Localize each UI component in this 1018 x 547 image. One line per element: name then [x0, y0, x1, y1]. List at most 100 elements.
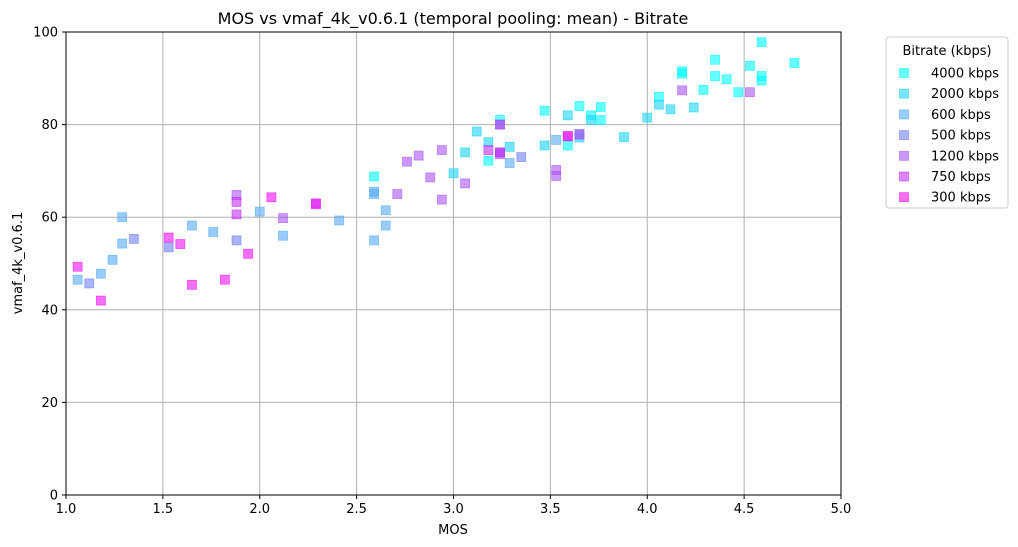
data-point	[562, 131, 573, 142]
x-tick-label: 1.5	[153, 502, 174, 517]
y-tick-label: 80	[41, 118, 58, 133]
data-point	[586, 115, 596, 125]
series-2000-kbps	[448, 99, 699, 179]
legend-label: 4000 kbps	[931, 67, 999, 82]
data-point	[562, 140, 573, 151]
data-point	[436, 194, 447, 205]
data-point	[551, 171, 562, 181]
data-point	[380, 220, 391, 231]
x-axis-ticks: 1.0 1.5 2.0 2.5 3.0 3.5 4.0 4.5 5.0	[56, 495, 852, 517]
data-point	[369, 189, 379, 199]
data-point	[243, 248, 254, 259]
legend-label: 2000 kbps	[931, 87, 999, 102]
x-tick-label: 2.5	[346, 502, 367, 517]
data-point	[574, 129, 585, 140]
data-point	[369, 171, 379, 182]
legend-label: 300 kbps	[931, 191, 991, 206]
data-point	[448, 168, 459, 179]
data-point	[665, 104, 676, 115]
legend-label: 500 kbps	[931, 129, 991, 144]
legend-title: Bitrate (kbps)	[902, 44, 991, 59]
data-point	[504, 158, 515, 168]
data-point	[117, 212, 128, 223]
data-point	[163, 242, 174, 253]
x-tick-label: 1.0	[56, 502, 77, 517]
data-point	[698, 84, 709, 95]
data-point	[688, 102, 699, 113]
data-point	[677, 85, 688, 96]
series-500-kbps	[84, 128, 585, 289]
data-point	[483, 155, 494, 166]
y-axis-label: vmaf_4k_v0.6.1	[11, 212, 26, 314]
legend-marker	[899, 88, 909, 99]
legend-marker	[899, 68, 909, 78]
data-point	[175, 239, 186, 249]
data-point	[619, 132, 629, 143]
y-tick-label: 0	[50, 489, 58, 504]
data-point	[95, 268, 106, 279]
data-point	[72, 261, 83, 272]
data-point	[653, 99, 664, 110]
y-tick-label: 60	[41, 211, 58, 226]
data-point	[392, 189, 403, 199]
data-point	[436, 145, 447, 155]
data-point	[721, 74, 732, 85]
series-750-kbps	[231, 119, 573, 220]
chart-title: MOS vs vmaf_4k_v0.6.1 (temporal pooling:…	[218, 9, 689, 29]
grid	[65, 31, 842, 496]
data-point	[495, 119, 505, 130]
data-point	[128, 234, 139, 244]
legend-marker	[899, 130, 909, 141]
data-point	[231, 197, 242, 207]
legend-label: 750 kbps	[931, 170, 991, 185]
data-point	[402, 156, 412, 167]
data-point	[745, 87, 755, 98]
data-point	[266, 192, 277, 203]
data-points	[72, 37, 800, 306]
x-tick-label: 5.0	[831, 502, 852, 517]
y-axis-ticks: 0 20 40 60 80 100	[33, 26, 66, 504]
data-point	[117, 238, 128, 249]
data-point	[231, 209, 242, 220]
data-point	[72, 274, 83, 285]
data-point	[471, 126, 482, 137]
x-tick-label: 2.0	[249, 502, 270, 517]
data-point	[460, 147, 471, 158]
data-point	[483, 145, 494, 155]
x-tick-label: 4.0	[637, 502, 658, 517]
data-point	[278, 213, 288, 224]
data-point	[504, 141, 515, 152]
series-600-kbps	[72, 119, 562, 285]
data-point	[574, 101, 585, 111]
x-axis-label: MOS	[438, 523, 468, 538]
data-point	[789, 58, 800, 68]
data-point	[208, 227, 219, 237]
data-point	[278, 230, 288, 241]
data-point	[334, 215, 345, 226]
data-point	[595, 115, 606, 125]
data-point	[733, 87, 744, 98]
data-point	[745, 60, 755, 71]
data-point	[369, 235, 379, 246]
data-point	[642, 112, 653, 123]
data-point	[380, 205, 391, 216]
data-point	[254, 206, 265, 217]
data-point	[562, 110, 573, 121]
data-point	[710, 71, 720, 81]
data-point	[231, 235, 242, 246]
legend-label: 600 kbps	[931, 108, 991, 123]
data-point	[756, 75, 767, 86]
data-point	[460, 178, 471, 189]
data-point	[595, 102, 606, 112]
data-point	[95, 295, 106, 306]
series-300-kbps	[72, 131, 573, 306]
y-tick-label: 40	[41, 303, 58, 318]
data-point	[677, 68, 688, 79]
data-point	[539, 140, 550, 151]
data-point	[551, 134, 562, 145]
data-point	[516, 152, 527, 162]
data-point	[495, 147, 505, 158]
data-point	[107, 254, 118, 265]
data-point	[219, 274, 230, 285]
